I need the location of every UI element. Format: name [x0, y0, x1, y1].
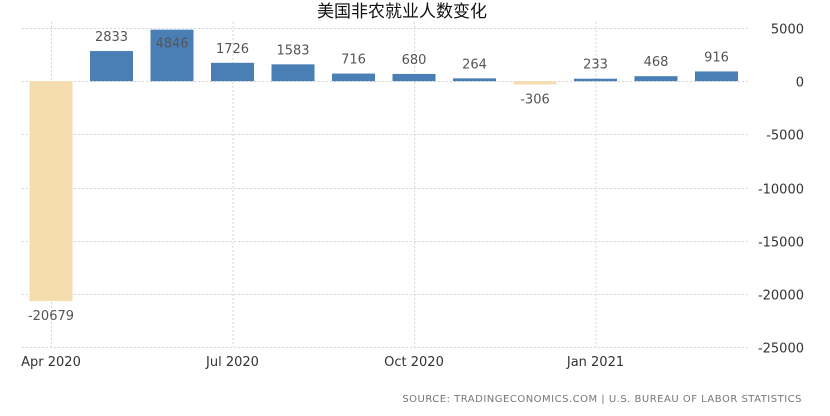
data-labels: -20679 2833 4846 1726 1583 716 680 264 -306 233 46… [28, 30, 729, 324]
x-tick-label: Apr 2020 [21, 355, 81, 370]
bar [271, 64, 315, 82]
x-axis: Apr 2020 Jul 2020 Oct 2020 Jan 2021 [21, 355, 624, 370]
bar [211, 62, 254, 82]
data-label: 2833 [95, 30, 128, 45]
data-label: -306 [520, 92, 550, 107]
bar [453, 78, 496, 82]
x-tick-label: Jan 2021 [566, 355, 624, 370]
bar [150, 29, 194, 82]
bar [574, 78, 617, 82]
bar [392, 73, 436, 82]
y-tick-label: -5000 [766, 129, 804, 144]
data-label: 264 [462, 57, 487, 72]
y-tick-label: -25000 [758, 342, 804, 357]
data-label: 916 [704, 50, 729, 65]
bar [513, 81, 557, 85]
y-tick-label: 0 [796, 76, 804, 91]
grid [22, 22, 750, 348]
y-tick-label: 5000 [771, 23, 804, 38]
bar [90, 51, 133, 82]
data-label: 680 [402, 53, 427, 68]
y-tick-label: -20000 [758, 289, 804, 304]
data-label: 1583 [276, 43, 309, 58]
chart-title: 美国非农就业人数变化 [317, 2, 487, 22]
x-tick-label: Jul 2020 [205, 355, 259, 370]
data-label: 1726 [216, 42, 249, 57]
data-label: 468 [644, 55, 669, 70]
y-tick-label: -15000 [758, 236, 804, 251]
data-label: 233 [583, 58, 608, 73]
data-label: 716 [341, 53, 366, 68]
y-tick-label: -10000 [758, 183, 804, 198]
bar [634, 76, 678, 82]
y-axis: 5000 0 -5000 -10000 -15000 -20000 -25000 [758, 23, 804, 357]
data-label: 4846 [155, 37, 188, 52]
data-label: -20679 [28, 309, 74, 324]
bar [332, 73, 375, 82]
bar [29, 81, 73, 302]
x-tick-label: Oct 2020 [384, 355, 444, 370]
source-note: SOURCE: TRADINGECONOMICS.COM | U.S. BURE… [402, 394, 802, 405]
bars [29, 29, 738, 302]
bar [695, 71, 738, 82]
